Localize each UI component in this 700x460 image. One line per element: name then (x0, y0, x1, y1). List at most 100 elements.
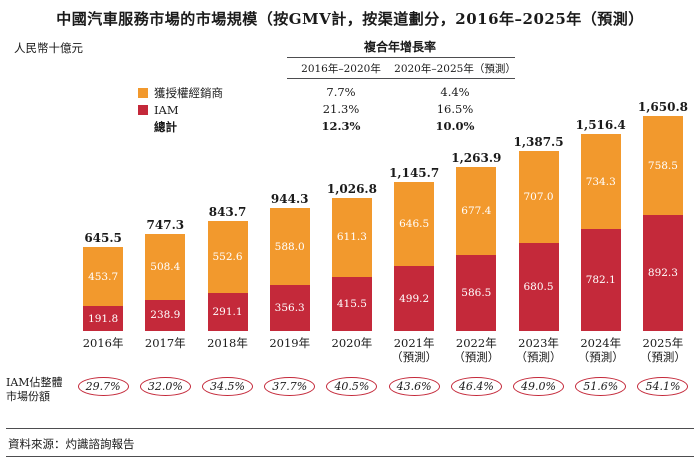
x-axis-label: 2016年 (83, 331, 124, 373)
bar-group-2018: 843.7 552.6 291.1 2018年 34.5% (196, 95, 258, 399)
bar-stack: 707.0 680.5 (518, 150, 559, 331)
iam-share-badge: 37.7% (264, 376, 316, 396)
iam-share-badge: 32.0% (139, 376, 191, 396)
bar-segment-iam: 191.8 (83, 306, 124, 331)
bar-segment-iam: 356.3 (269, 284, 310, 331)
bar-segment-value: 734.3 (585, 175, 616, 188)
x-axis-label: 2021年 （預測） (391, 331, 437, 373)
legend: 獲授權經銷商 IAM 總計 (138, 84, 223, 135)
bar-segment-iam: 499.2 (394, 266, 435, 331)
iam-share-row-label-line2: 市場份額 (6, 390, 50, 403)
bar-segment-value: 415.5 (336, 298, 367, 310)
legend-item-authorized-dealer: 獲授權經銷商 (138, 84, 223, 101)
x-axis-label: 2017年 (145, 331, 186, 373)
cagr-value-0-1: 4.4% (440, 85, 470, 99)
footer-divider-bottom (6, 456, 694, 457)
cagr-table-rule-top (287, 57, 515, 58)
bar-segment-iam: 586.5 (456, 254, 497, 331)
bar-stack: 734.3 782.1 (580, 133, 621, 331)
iam-share-row-label-line1: IAM佔整體 (6, 376, 63, 389)
bar-group-2016: 645.5 453.7 191.8 2016年 29.7% (72, 95, 134, 399)
cagr-value-1-0: 21.3% (322, 102, 360, 116)
legend-item-iam: IAM (138, 101, 223, 118)
cagr-value-0-0: 7.7% (326, 85, 356, 99)
x-axis-label: 2024年 （預測） (578, 331, 624, 373)
bar-group-2020: 1,026.8 611.3 415.5 2020年 40.5% (321, 95, 383, 399)
cagr-column-header-2016-2020: 2016年–2020年 (301, 63, 381, 75)
bar-segment-value: 677.4 (461, 204, 492, 217)
legend-label: 總計 (154, 119, 177, 134)
footer-divider-top (6, 428, 694, 429)
bar-group-2022: 1,263.9 677.4 586.5 2022年 （預測） 46.4% (445, 95, 507, 399)
iam-share-badge-wrap: 43.6% (388, 373, 440, 399)
x-axis-label-line: 2025年 (642, 336, 684, 350)
x-axis-label-line: （預測） (453, 350, 500, 364)
bar-segment-iam: 680.5 (518, 242, 559, 331)
bar-total-label: 645.5 (84, 231, 122, 246)
iam-share-badge: 46.4% (450, 376, 502, 396)
bar-segment-value: 588.0 (274, 240, 305, 253)
x-axis-label: 2025年 （預測） (640, 331, 686, 373)
bar-group-2019: 944.3 588.0 356.3 2019年 37.7% (259, 95, 321, 399)
x-axis-label-line: 2022年 (455, 336, 497, 350)
x-axis-label-line: 2019年 (269, 336, 311, 350)
iam-share-badge-wrap: 34.5% (202, 373, 253, 399)
iam-share-badge: 54.1% (637, 376, 689, 396)
bar-total-label: 843.7 (208, 205, 247, 220)
cagr-value-2-0: 12.3% (321, 119, 361, 133)
bar-group-2025: 1,650.8 758.5 892.3 2025年 （預測） 54.1% (632, 95, 694, 399)
iam-share-badge-wrap: 32.0% (139, 373, 191, 399)
x-axis-label: 2018年 (207, 331, 248, 373)
bar-segment-authorized-dealer: 453.7 (83, 247, 124, 307)
legend-label: IAM (154, 102, 179, 117)
bar-stack: 453.7 191.8 (83, 247, 124, 331)
legend-label: 獲授權經銷商 (154, 85, 223, 100)
bar-stack: 611.3 415.5 (331, 197, 372, 331)
x-axis-label-line: 2017年 (144, 336, 186, 350)
bar-segment-value: 508.4 (150, 260, 181, 273)
bar-total-label: 1,650.8 (637, 100, 688, 115)
x-axis-label-line: 2016年 (82, 336, 124, 350)
bar-segment-authorized-dealer: 734.3 (580, 133, 621, 230)
bar-total-label: 1,263.9 (451, 150, 502, 165)
bar-segment-value: 291.1 (212, 306, 243, 319)
bar-group-2024: 1,516.4 734.3 782.1 2024年 （預測） 51.6% (570, 95, 632, 399)
x-axis-label-line: 2021年 (393, 336, 435, 350)
x-axis-label: 2019年 (269, 331, 310, 373)
cagr-value-2-1: 10.0% (435, 119, 475, 133)
iam-share-badge-wrap: 49.0% (513, 373, 564, 399)
bar-segment-authorized-dealer: 588.0 (269, 208, 310, 285)
iam-share-badge-wrap: 37.7% (264, 373, 316, 399)
bar-total-label: 1,145.7 (389, 166, 440, 181)
x-axis-label-line: （預測） (639, 350, 686, 364)
legend-swatch-authorized-dealer (138, 87, 148, 98)
bar-segment-value: 758.5 (647, 159, 678, 172)
bar-segment-value: 892.3 (647, 267, 678, 279)
bar-segment-value: 646.5 (399, 218, 430, 231)
x-axis-label-line: 2024年 (580, 336, 622, 350)
iam-share-badge-wrap: 29.7% (77, 373, 129, 399)
bar-group-2017: 747.3 508.4 238.9 2017年 32.0% (134, 95, 196, 399)
x-axis-label: 2020年 (332, 331, 373, 373)
bar-segment-value: 238.9 (150, 309, 181, 322)
bar-segment-authorized-dealer: 707.0 (518, 150, 559, 243)
bar-segment-value: 782.1 (585, 274, 616, 287)
iam-share-badge-wrap: 40.5% (326, 373, 378, 399)
bar-segment-authorized-dealer: 611.3 (331, 197, 372, 277)
cagr-column-header-2020-2025: 2020年–2025年（預測） (394, 63, 516, 75)
iam-share-badge: 43.6% (388, 376, 440, 396)
bar-segment-iam: 291.1 (207, 293, 248, 331)
bar-segment-value: 453.7 (88, 270, 119, 283)
cagr-table-rule-bottom (287, 78, 515, 79)
bar-stack: 508.4 238.9 (145, 233, 186, 331)
bar-segment-value: 552.6 (212, 251, 243, 264)
iam-share-badge-wrap: 51.6% (575, 373, 627, 399)
x-axis-label: 2022年 （預測） (453, 331, 499, 373)
bar-group-2023: 1,387.5 707.0 680.5 2023年 （預測） 49.0% (507, 95, 569, 399)
x-axis-label-line: 2020年 (331, 336, 373, 350)
bar-segment-value: 356.3 (274, 301, 305, 314)
iam-share-badge: 49.0% (513, 376, 564, 396)
bar-segment-iam: 892.3 (642, 215, 683, 331)
bar-segment-value: 191.8 (88, 312, 119, 325)
bar-segment-value: 586.5 (461, 286, 492, 299)
